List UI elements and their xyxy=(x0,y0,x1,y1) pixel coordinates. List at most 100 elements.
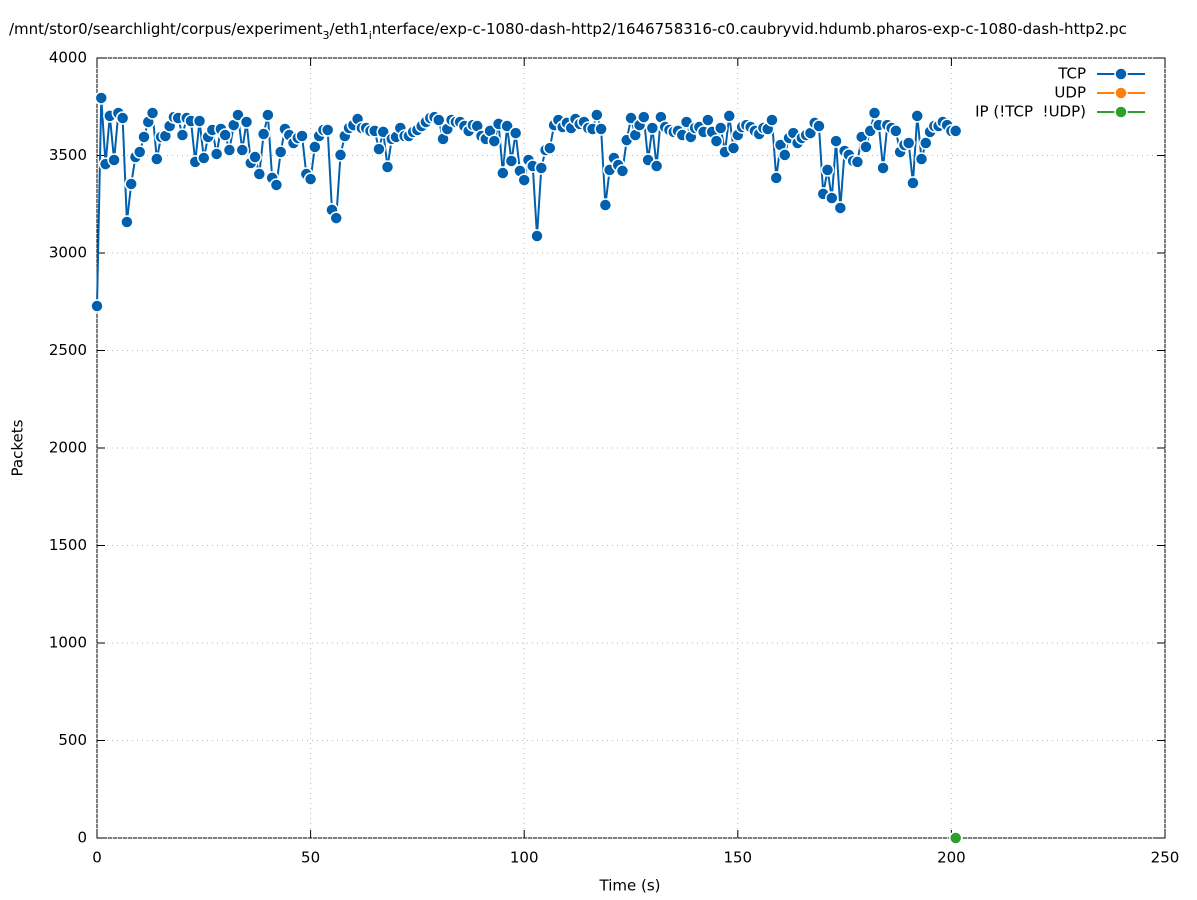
y-tick-label: 3500 xyxy=(49,146,87,164)
data-point xyxy=(209,147,224,161)
data-point xyxy=(376,125,390,139)
data-point xyxy=(833,201,848,215)
data-point xyxy=(115,111,130,125)
data-point xyxy=(256,127,271,141)
y-tick-label: 4000 xyxy=(49,49,87,67)
data-point xyxy=(218,128,232,142)
legend-label: TCP xyxy=(1057,65,1086,83)
data-point xyxy=(850,155,865,169)
data-point xyxy=(598,198,613,212)
y-tick-label: 0 xyxy=(77,829,87,847)
data-point xyxy=(517,173,531,187)
data-point xyxy=(829,134,843,148)
data-point xyxy=(235,143,249,157)
data-point xyxy=(504,154,519,168)
y-tick-label: 500 xyxy=(58,731,87,749)
data-point xyxy=(867,106,882,120)
data-point xyxy=(948,124,963,138)
title-part: /mnt/stor0/searchlight/corpus/experiment xyxy=(9,20,323,38)
legend-label: IP (!TCP !UDP) xyxy=(975,103,1086,121)
data-point xyxy=(919,136,933,150)
data-point xyxy=(713,121,728,135)
data-point xyxy=(590,108,604,122)
y-tick-label: 2000 xyxy=(49,439,87,457)
title-subscript: 3 xyxy=(323,29,330,42)
data-point xyxy=(615,164,630,178)
x-tick-label: 150 xyxy=(723,849,752,867)
data-point xyxy=(380,160,395,174)
data-point xyxy=(637,110,651,124)
data-point xyxy=(145,106,160,120)
title-subscript: i xyxy=(369,29,372,42)
data-point xyxy=(295,129,309,143)
data-point xyxy=(948,831,963,845)
data-point xyxy=(722,109,737,123)
x-tick-label: 50 xyxy=(301,849,320,867)
data-point xyxy=(175,128,190,142)
data-point xyxy=(778,148,792,162)
data-point xyxy=(90,299,104,313)
y-tick-label: 2500 xyxy=(49,341,87,359)
data-point xyxy=(906,176,920,190)
x-axis-label: Time (s) xyxy=(599,877,661,895)
data-point xyxy=(303,172,318,186)
data-point xyxy=(594,122,608,136)
data-point xyxy=(329,211,343,225)
data-point xyxy=(197,151,211,165)
data-point xyxy=(876,161,890,175)
data-point xyxy=(769,171,783,185)
data-point xyxy=(137,130,151,144)
chart-title: /mnt/stor0/searchlight/corpus/experiment… xyxy=(9,20,1127,42)
data-point xyxy=(333,148,348,162)
data-point xyxy=(432,113,446,127)
data-point xyxy=(624,111,638,125)
data-point xyxy=(239,115,254,129)
data-point xyxy=(543,141,557,155)
data-point xyxy=(500,119,514,133)
data-point xyxy=(120,215,134,229)
x-tick-label: 0 xyxy=(92,849,102,867)
data-point xyxy=(222,143,237,157)
data-point xyxy=(701,113,715,127)
y-tick-label: 1500 xyxy=(49,536,87,554)
data-point xyxy=(859,140,873,154)
data-point xyxy=(107,153,121,167)
data-point xyxy=(825,191,839,205)
y-tick-label: 1000 xyxy=(49,634,87,652)
legend-marker xyxy=(1114,67,1128,81)
data-point xyxy=(487,134,502,148)
data-point xyxy=(709,134,724,148)
data-point xyxy=(901,136,916,150)
y-axis-label: Packets xyxy=(9,419,27,476)
data-point xyxy=(132,145,147,159)
title-part: /eth1 xyxy=(330,20,369,38)
x-tick-label: 100 xyxy=(510,849,539,867)
data-point xyxy=(765,113,779,127)
x-tick-label: 250 xyxy=(1151,849,1180,867)
data-point xyxy=(192,114,207,128)
x-tick-label: 200 xyxy=(937,849,966,867)
data-point xyxy=(94,91,109,105)
data-point xyxy=(261,108,275,122)
data-point xyxy=(248,150,262,164)
data-point xyxy=(273,145,288,159)
data-point xyxy=(320,123,335,137)
data-point xyxy=(889,124,903,138)
data-point xyxy=(150,152,164,166)
data-point xyxy=(530,229,544,243)
data-point xyxy=(231,108,245,122)
title-part: nterface/exp-c-1080-dash-http2/164675831… xyxy=(372,20,1127,38)
data-point xyxy=(124,177,138,191)
legend-label: UDP xyxy=(1054,84,1086,102)
data-point xyxy=(534,161,549,175)
data-point xyxy=(820,163,835,177)
data-point xyxy=(649,159,664,173)
legend-marker xyxy=(1114,86,1128,100)
data-point xyxy=(910,109,924,123)
data-point xyxy=(372,142,386,156)
data-point xyxy=(252,167,267,181)
data-point xyxy=(508,126,523,140)
legend-marker xyxy=(1114,105,1128,119)
data-point xyxy=(726,141,741,155)
